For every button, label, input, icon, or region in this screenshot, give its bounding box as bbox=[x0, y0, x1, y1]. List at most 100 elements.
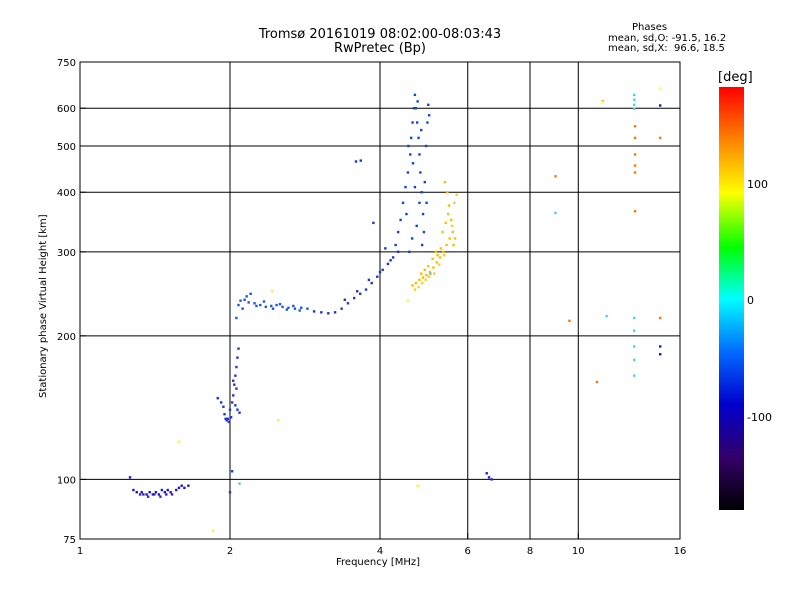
data-point bbox=[229, 416, 233, 419]
data-point bbox=[411, 121, 414, 124]
x-tick-label: 6 bbox=[465, 546, 471, 557]
data-point bbox=[293, 307, 297, 310]
data-point bbox=[211, 529, 215, 533]
data-point bbox=[424, 278, 427, 282]
chart-subtitle: RwPretec (Bp) bbox=[333, 41, 427, 56]
data-point bbox=[420, 191, 423, 194]
data-point bbox=[235, 387, 238, 390]
data-point bbox=[165, 493, 168, 496]
y-tick-label: 750 bbox=[57, 58, 76, 69]
data-point bbox=[658, 136, 662, 140]
data-point bbox=[225, 419, 228, 422]
x-tick-label: 8 bbox=[527, 546, 533, 557]
data-point bbox=[404, 185, 407, 189]
data-point bbox=[394, 243, 397, 247]
data-point bbox=[226, 417, 230, 420]
data-point bbox=[446, 212, 450, 216]
data-point bbox=[423, 268, 426, 272]
data-point bbox=[415, 224, 418, 228]
data-point bbox=[633, 153, 637, 156]
data-point bbox=[183, 486, 186, 490]
data-point bbox=[140, 491, 143, 494]
data-point bbox=[228, 491, 232, 494]
data-point bbox=[157, 493, 161, 496]
y-tick-label: 500 bbox=[57, 142, 76, 153]
data-point bbox=[235, 316, 238, 320]
data-point bbox=[450, 218, 453, 222]
data-point bbox=[249, 292, 252, 295]
data-point bbox=[327, 312, 330, 315]
data-point bbox=[605, 314, 608, 318]
data-point bbox=[554, 175, 557, 178]
grid-layer bbox=[80, 62, 680, 539]
data-point bbox=[367, 278, 371, 282]
data-point bbox=[658, 345, 662, 348]
data-point bbox=[425, 201, 428, 205]
data-point bbox=[146, 495, 150, 498]
data-point bbox=[658, 104, 662, 107]
data-point bbox=[427, 275, 431, 278]
data-point bbox=[414, 107, 418, 110]
data-point bbox=[554, 211, 557, 215]
data-point bbox=[412, 107, 416, 110]
data-point bbox=[264, 305, 268, 309]
data-point bbox=[142, 493, 145, 496]
data-point bbox=[487, 476, 491, 479]
chart-title: Tromsø 20161019 08:02:00-08:03:43 bbox=[258, 27, 502, 42]
data-point bbox=[278, 302, 282, 306]
x-tick-label: 10 bbox=[572, 546, 585, 557]
data-point bbox=[413, 93, 417, 97]
data-point bbox=[633, 329, 636, 332]
data-point bbox=[354, 160, 358, 163]
data-point bbox=[230, 470, 234, 473]
data-point bbox=[180, 484, 183, 487]
data-point bbox=[236, 356, 239, 359]
data-point bbox=[381, 268, 384, 272]
data-point bbox=[277, 419, 280, 422]
data-point bbox=[442, 250, 445, 254]
data-point bbox=[428, 270, 432, 274]
data-point bbox=[420, 128, 423, 132]
data-point bbox=[455, 193, 458, 197]
data-point bbox=[413, 288, 417, 291]
data-point bbox=[333, 311, 337, 314]
data-point bbox=[418, 278, 421, 282]
data-point bbox=[228, 408, 232, 411]
data-point bbox=[418, 153, 421, 156]
data-point bbox=[568, 319, 571, 323]
data-point bbox=[444, 221, 447, 225]
data-point bbox=[364, 288, 368, 291]
data-point bbox=[422, 230, 426, 234]
data-point bbox=[160, 488, 164, 492]
data-point bbox=[285, 308, 288, 311]
data-point bbox=[235, 365, 238, 369]
data-point bbox=[438, 256, 442, 259]
data-point bbox=[359, 159, 362, 162]
data-point bbox=[633, 316, 636, 320]
data-point bbox=[452, 243, 455, 247]
colorbar-tick-minus-100: -100 bbox=[747, 411, 772, 424]
data-point bbox=[413, 185, 417, 189]
data-point bbox=[238, 411, 241, 414]
data-point bbox=[343, 298, 347, 301]
stats-heading: Phases bbox=[632, 22, 668, 33]
data-point bbox=[270, 304, 273, 308]
data-point bbox=[633, 209, 637, 213]
data-point bbox=[135, 491, 138, 494]
data-point bbox=[233, 383, 236, 386]
colorbar-tick-100: 100 bbox=[747, 178, 768, 191]
data-point bbox=[416, 484, 419, 487]
data-point bbox=[633, 98, 636, 101]
data-point bbox=[401, 201, 405, 205]
data-point bbox=[255, 304, 258, 308]
data-point bbox=[320, 311, 323, 314]
data-point bbox=[425, 273, 428, 277]
data-point bbox=[453, 237, 457, 240]
data-point bbox=[237, 303, 240, 307]
data-point bbox=[658, 87, 662, 90]
data-point bbox=[633, 103, 636, 107]
data-point bbox=[169, 491, 172, 494]
data-point bbox=[409, 153, 412, 156]
data-point bbox=[166, 488, 169, 492]
data-point bbox=[633, 374, 636, 377]
